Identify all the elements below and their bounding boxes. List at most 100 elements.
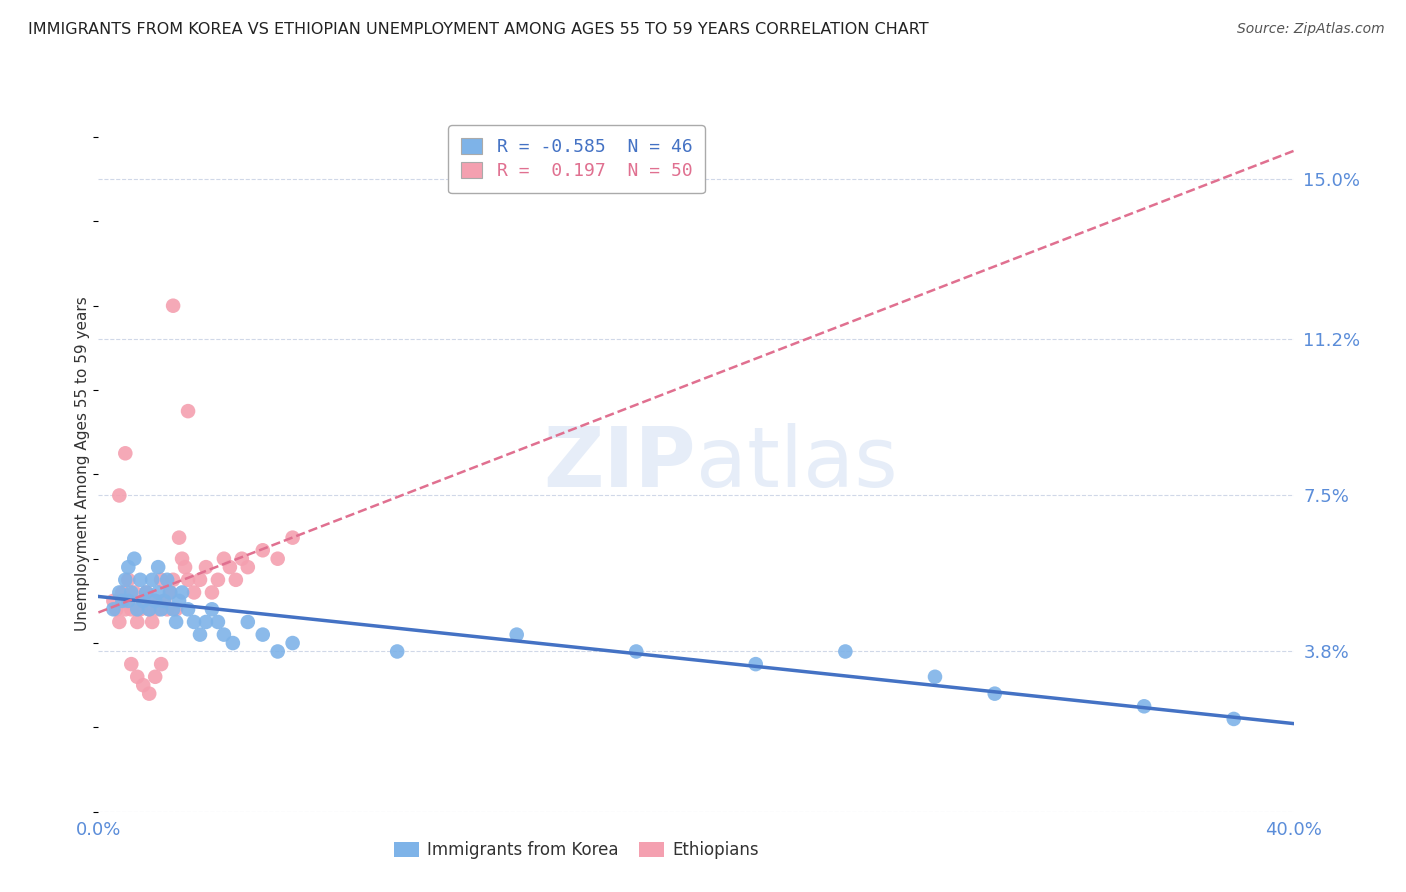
Point — [385, 644, 409, 658]
Point — [219, 560, 242, 574]
Point — [162, 299, 184, 313]
Point — [117, 560, 139, 574]
Point — [174, 560, 197, 574]
Point — [124, 551, 146, 566]
Text: Source: ZipAtlas.com: Source: ZipAtlas.com — [1237, 22, 1385, 37]
Point — [172, 551, 194, 566]
Point — [1133, 699, 1156, 714]
Point — [167, 594, 190, 608]
Point — [167, 531, 190, 545]
Text: atlas: atlas — [696, 424, 897, 504]
Point — [129, 573, 152, 587]
Point — [114, 602, 136, 616]
Point — [222, 636, 245, 650]
Point — [165, 615, 187, 629]
Point — [138, 687, 160, 701]
Point — [114, 573, 136, 587]
Point — [745, 657, 768, 672]
Point — [141, 573, 163, 587]
Point — [188, 573, 211, 587]
Point — [138, 602, 160, 616]
Point — [148, 585, 170, 599]
Point — [117, 594, 139, 608]
Point — [143, 670, 166, 684]
Point — [156, 573, 179, 587]
Point — [1223, 712, 1246, 726]
Point — [177, 573, 200, 587]
Point — [156, 602, 179, 616]
Point — [281, 636, 304, 650]
Point — [143, 594, 166, 608]
Point — [150, 602, 173, 616]
Text: IMMIGRANTS FROM KOREA VS ETHIOPIAN UNEMPLOYMENT AMONG AGES 55 TO 59 YEARS CORREL: IMMIGRANTS FROM KOREA VS ETHIOPIAN UNEMP… — [28, 22, 929, 37]
Point — [127, 602, 149, 616]
Text: ZIP: ZIP — [544, 424, 696, 504]
Point — [201, 585, 224, 599]
Point — [117, 573, 139, 587]
Point — [177, 404, 200, 418]
Point — [120, 602, 142, 616]
Point — [138, 602, 160, 616]
Point — [207, 615, 229, 629]
Point — [172, 585, 194, 599]
Point — [120, 585, 142, 599]
Point — [177, 602, 200, 616]
Point — [626, 644, 648, 658]
Point — [159, 585, 181, 599]
Point — [117, 594, 139, 608]
Point — [132, 594, 155, 608]
Point — [506, 627, 529, 641]
Point — [124, 585, 146, 599]
Point — [834, 644, 856, 658]
Point — [183, 615, 205, 629]
Point — [150, 657, 173, 672]
Point — [132, 678, 155, 692]
Point — [231, 551, 253, 566]
Point — [127, 670, 149, 684]
Point — [108, 488, 131, 502]
Point — [105, 602, 128, 616]
Point — [141, 615, 163, 629]
Point — [129, 602, 152, 616]
Point — [236, 560, 259, 574]
Point — [188, 627, 211, 641]
Point — [120, 657, 142, 672]
Point — [127, 615, 149, 629]
Point — [135, 585, 157, 599]
Point — [165, 602, 187, 616]
Point — [183, 585, 205, 599]
Point — [148, 560, 170, 574]
Point — [103, 594, 125, 608]
Point — [148, 602, 170, 616]
Point — [108, 585, 131, 599]
Point — [195, 615, 218, 629]
Point — [225, 573, 247, 587]
Point — [143, 594, 166, 608]
Point — [162, 602, 184, 616]
Point — [135, 585, 157, 599]
Point — [984, 687, 1007, 701]
Point — [108, 615, 131, 629]
Legend: Immigrants from Korea, Ethiopians: Immigrants from Korea, Ethiopians — [388, 835, 765, 866]
Point — [267, 644, 290, 658]
Point — [195, 560, 218, 574]
Point — [924, 670, 946, 684]
Point — [111, 585, 134, 599]
Point — [267, 551, 290, 566]
Point — [153, 594, 176, 608]
Point — [212, 551, 235, 566]
Point — [111, 594, 134, 608]
Point — [114, 446, 136, 460]
Point — [212, 627, 235, 641]
Point — [252, 627, 274, 641]
Point — [150, 573, 173, 587]
Point — [159, 585, 181, 599]
Point — [132, 594, 155, 608]
Point — [207, 573, 229, 587]
Point — [281, 531, 304, 545]
Point — [162, 573, 184, 587]
Point — [252, 543, 274, 558]
Point — [201, 602, 224, 616]
Point — [236, 615, 259, 629]
Point — [153, 594, 176, 608]
